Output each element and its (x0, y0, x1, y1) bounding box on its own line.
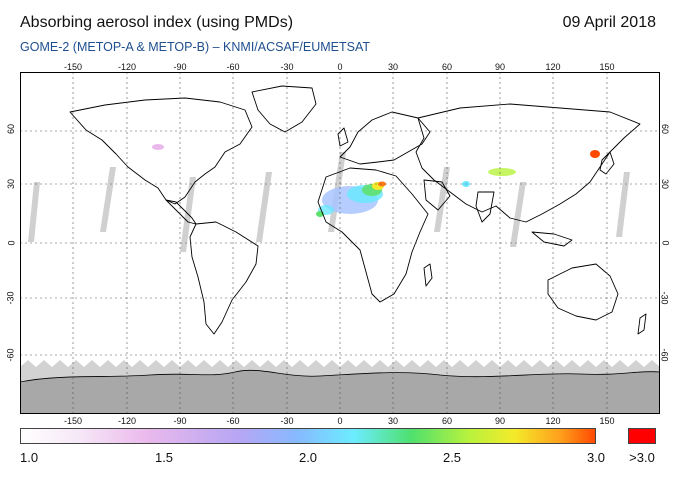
colorbar (20, 428, 596, 444)
lat-label: -30 (5, 291, 16, 305)
map-frame (20, 72, 660, 414)
lon-label: 90 (494, 62, 506, 72)
graticule (20, 72, 660, 414)
lon-label: 30 (387, 416, 399, 426)
lon-label: 60 (441, 62, 453, 72)
lon-label: 150 (599, 62, 615, 72)
colorbar-label: 3.0 (586, 450, 606, 465)
lon-label: 90 (494, 416, 506, 426)
lat-label: -60 (659, 348, 670, 362)
lat-label: -30 (659, 291, 670, 305)
lat-label: 0 (660, 240, 671, 246)
lat-label: 0 (6, 240, 17, 246)
map-date: 09 April 2018 (562, 14, 656, 31)
colorbar-overflow-swatch (628, 428, 656, 444)
lon-label: 120 (545, 416, 561, 426)
lon-label: 30 (387, 62, 399, 72)
lon-label: -90 (173, 62, 187, 72)
lon-label: 150 (599, 416, 615, 426)
lon-label: -120 (117, 416, 137, 426)
lon-label: -30 (280, 416, 294, 426)
lon-label: -150 (63, 416, 83, 426)
colorbar-label: 1.5 (154, 450, 174, 465)
colorbar-label: 2.5 (442, 450, 462, 465)
lon-label: -120 (117, 62, 137, 72)
lon-label: -30 (280, 62, 294, 72)
map-subtitle: GOME-2 (METOP-A & METOP-B) – KNMI/ACSAF/… (20, 40, 371, 54)
lat-label: 60 (660, 123, 671, 135)
land-outlines (69, 85, 647, 335)
map-title: Absorbing aerosol index (using PMDs) (20, 14, 294, 31)
lat-label: 30 (660, 178, 671, 190)
lon-label: -60 (226, 62, 240, 72)
lon-label: -150 (63, 62, 83, 72)
lon-label: -90 (173, 416, 187, 426)
lon-label: 120 (545, 62, 561, 72)
lon-label: -60 (226, 416, 240, 426)
lon-label: 60 (441, 416, 453, 426)
colorbar-overflow-label: >3.0 (629, 450, 655, 465)
lat-label: 60 (6, 123, 17, 135)
colorbar-label: 1.0 (20, 450, 39, 465)
lon-label: 0 (337, 62, 343, 72)
lon-label: 0 (337, 416, 343, 426)
world-map: -150 (20, 72, 660, 414)
colorbar-label: 2.0 (298, 450, 318, 465)
lat-label: 30 (6, 178, 17, 190)
lat-label: -60 (5, 348, 16, 362)
aerosol-plume-sahara (316, 181, 386, 217)
